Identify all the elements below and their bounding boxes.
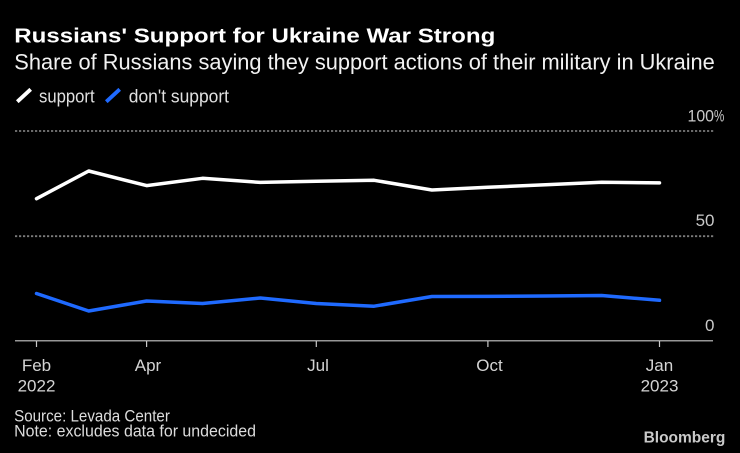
svg-text:Note: excludes data for undeci: Note: excludes data for undecided bbox=[14, 422, 256, 441]
svg-text:Source: Levada Center: Source: Levada Center bbox=[14, 406, 170, 425]
svg-text:2023: 2023 bbox=[641, 377, 679, 396]
svg-text:Bloomberg: Bloomberg bbox=[644, 430, 726, 447]
svg-text:0: 0 bbox=[705, 316, 714, 335]
svg-text:Feb: Feb bbox=[22, 356, 51, 375]
svg-text:Apr: Apr bbox=[135, 356, 162, 375]
svg-text:support: support bbox=[39, 87, 95, 107]
svg-text:50: 50 bbox=[696, 211, 715, 230]
svg-text:2022: 2022 bbox=[18, 377, 56, 396]
svg-text:%: % bbox=[714, 107, 724, 126]
svg-text:don't support: don't support bbox=[129, 87, 229, 107]
svg-text:Jan: Jan bbox=[646, 356, 673, 375]
svg-text:Share of Russians saying they: Share of Russians saying they support ac… bbox=[14, 50, 715, 75]
svg-text:Jul: Jul bbox=[307, 356, 329, 375]
svg-text:Russians' Support for Ukraine: Russians' Support for Ukraine War Strong bbox=[14, 25, 495, 48]
svg-text:Oct: Oct bbox=[476, 356, 503, 375]
svg-text:100: 100 bbox=[688, 107, 715, 126]
